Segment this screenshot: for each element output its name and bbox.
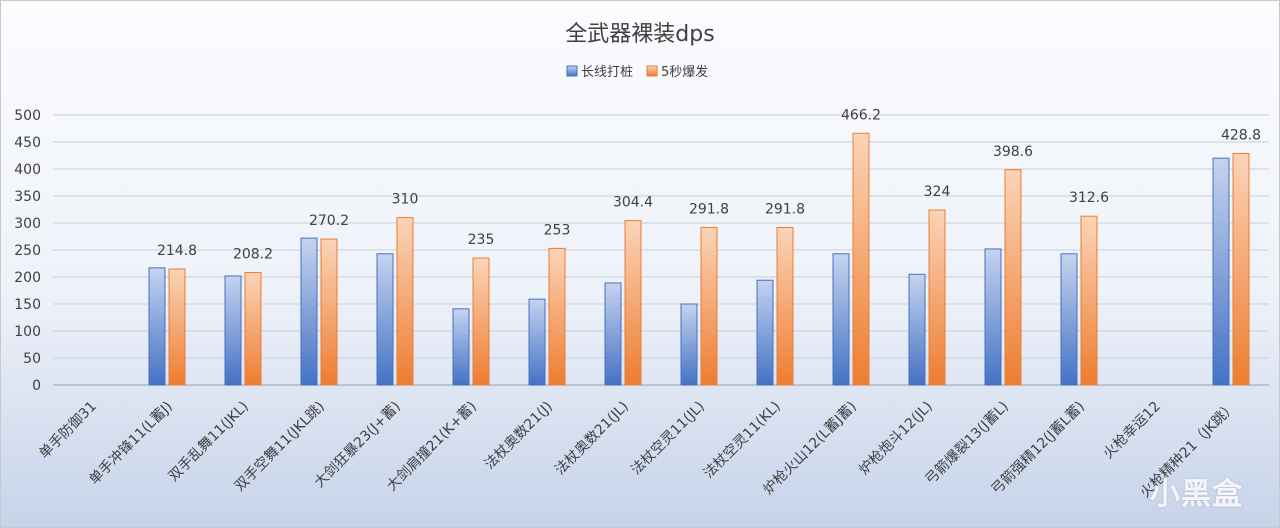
bar-blue-4	[376, 253, 394, 386]
bar-orange-9	[776, 226, 794, 386]
x-category-label: 火枪幸运12	[1100, 398, 1164, 462]
y-tick-label: 400	[14, 162, 41, 178]
legend-swatch-0	[566, 65, 578, 77]
y-tick-label: 350	[14, 189, 41, 205]
bar-blue-8	[680, 303, 698, 386]
x-category-label: 法杖空灵11(KL)	[701, 399, 784, 482]
data-label: 310	[392, 192, 419, 208]
data-label: 291.8	[765, 201, 805, 217]
y-tick-label: 100	[14, 324, 41, 340]
data-label: 270.2	[309, 213, 349, 229]
y-tick-label: 450	[14, 135, 41, 151]
bar-blue-12	[984, 248, 1002, 386]
data-label: 291.8	[689, 201, 729, 217]
bar-orange-4	[396, 217, 414, 386]
y-tick-label: 300	[14, 216, 41, 232]
bar-blue-5	[452, 308, 470, 386]
bar-blue-11	[908, 273, 926, 386]
x-category-label: 单手防御31	[36, 399, 100, 463]
bar-blue-13	[1060, 253, 1078, 386]
y-tick-label: 200	[14, 270, 41, 286]
bar-blue-3	[300, 237, 318, 386]
data-label: 214.8	[157, 243, 197, 259]
data-label: 324	[924, 184, 951, 200]
bar-orange-11	[928, 209, 946, 386]
y-tick-label: 500	[14, 108, 41, 124]
data-label: 398.6	[993, 144, 1033, 160]
bar-blue-10	[832, 253, 850, 386]
bar-orange-13	[1080, 215, 1098, 386]
data-label: 304.4	[613, 195, 653, 211]
data-label: 428.8	[1221, 127, 1261, 143]
bar-orange-5	[472, 257, 490, 386]
data-label: 466.2	[841, 107, 881, 123]
bar-blue-6	[528, 298, 546, 386]
y-tick-label: 250	[14, 243, 41, 259]
x-category-label: 双手乱舞11(JKL)	[166, 399, 252, 485]
bar-orange-6	[548, 247, 566, 386]
bar-orange-15	[1232, 152, 1250, 386]
legend-label-0: 长线打桩	[581, 65, 633, 80]
y-tick-label: 0	[32, 378, 41, 394]
bar-blue-1	[148, 267, 166, 386]
legend-label-1: 5秒爆发	[661, 64, 708, 80]
x-category-label: 弓箭爆裂13(J蓄L)	[922, 398, 1012, 488]
bar-orange-12	[1004, 169, 1022, 386]
legend-swatch-1	[646, 65, 658, 77]
x-category-label: 炉枪炮斗12(JL)	[855, 398, 935, 478]
bar-blue-2	[224, 275, 242, 386]
bar-orange-7	[624, 220, 642, 386]
x-category-label: 法杖奥数21(J)	[481, 398, 556, 473]
x-category-label: 法杖空灵11(JL)	[628, 399, 708, 479]
x-category-label: 法杖奥数21(JL)	[551, 398, 631, 478]
chart-title: 全武器裸装dps	[565, 22, 714, 47]
data-label: 208.2	[233, 247, 273, 263]
bar-orange-8	[700, 226, 718, 386]
data-label: 253	[544, 222, 571, 238]
bar-orange-10	[852, 132, 870, 386]
bar-orange-2	[244, 272, 262, 386]
bar-blue-7	[604, 282, 622, 386]
bar-orange-3	[320, 238, 338, 386]
y-tick-label: 150	[14, 297, 41, 313]
y-tick-label: 50	[23, 351, 41, 367]
data-label: 312.6	[1069, 190, 1109, 206]
bar-blue-9	[756, 279, 774, 386]
x-category-label: 单手冲锋11(L蓄J)	[86, 399, 176, 489]
data-label: 235	[468, 232, 495, 248]
bar-orange-1	[168, 268, 186, 386]
watermark-logo: 小黑盒	[1150, 477, 1243, 512]
legend: 长线打桩 5秒爆发	[566, 64, 708, 80]
bar-blue-15	[1212, 157, 1230, 386]
